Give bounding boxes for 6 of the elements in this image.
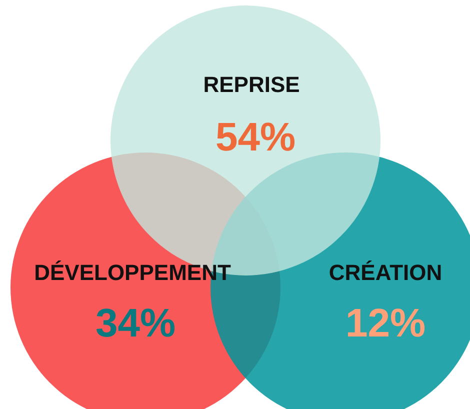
category-label: REPRISE [203, 72, 300, 97]
category-label: CRÉATION [328, 260, 442, 285]
data-label: 12% [345, 302, 426, 346]
category-label: DÉVELOPPEMENT [34, 260, 232, 285]
data-label: 54% [215, 116, 296, 160]
data-label: 34% [95, 302, 176, 346]
